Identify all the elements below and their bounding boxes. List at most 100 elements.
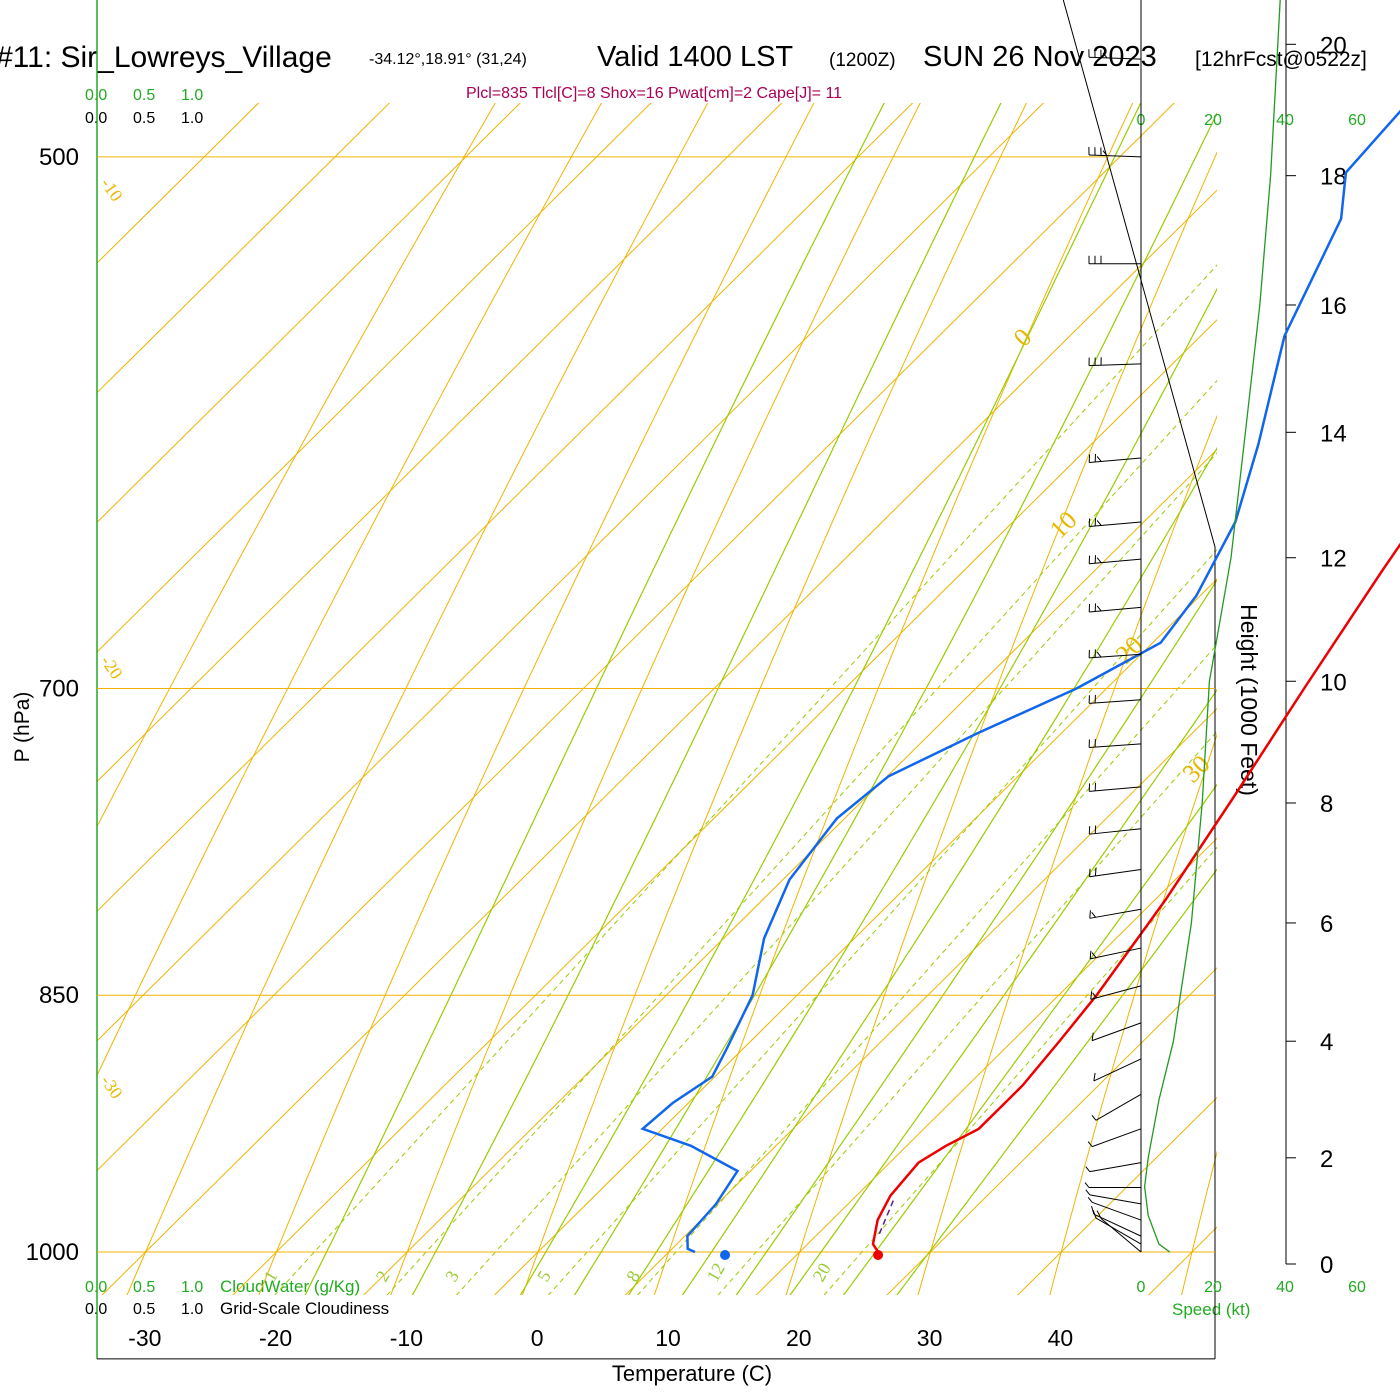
wind-barb-half-flag xyxy=(1085,1189,1091,1196)
zulu-time: (1200Z) xyxy=(829,50,896,71)
height-tick-label: 0 xyxy=(1320,1252,1333,1279)
wind-barb-half-flag xyxy=(1085,1166,1091,1172)
wind-barb-half-flag xyxy=(1102,52,1108,59)
wind-barb-staff xyxy=(1089,521,1142,528)
height-tick-label: 10 xyxy=(1320,669,1347,696)
axis-ticks: 2503004005007008501000-30-20-10010203040… xyxy=(26,0,1366,1351)
wind-barb-staff xyxy=(1089,457,1142,464)
wind-barb-staff xyxy=(1090,985,1142,1000)
wind-barb-flag xyxy=(1091,1032,1094,1041)
dry-adiabat-line xyxy=(390,103,921,1295)
wind-barb xyxy=(1091,1022,1142,1042)
wind-barb xyxy=(1088,782,1142,792)
wind-barb-half-flag xyxy=(1087,1196,1093,1203)
dry-adiabat-line xyxy=(1049,733,1217,1295)
wind-barb-half-flag xyxy=(1084,1182,1090,1188)
wind-barb xyxy=(1089,867,1142,878)
dry-adiabat-label: -10 xyxy=(97,174,127,205)
wind-barb xyxy=(1088,694,1142,704)
wind-barb-flag xyxy=(1089,910,1091,919)
dry-adiabat-line xyxy=(97,103,496,828)
wind-barb xyxy=(1084,1182,1141,1189)
wind-barb-staff xyxy=(1095,1093,1142,1121)
cloudiness-scale-bottom-1: 0.5 xyxy=(133,1301,155,1318)
surface-dewpoint-marker xyxy=(720,1250,731,1260)
temperature-tick-label: 10 xyxy=(655,1325,681,1351)
dewpoint-line xyxy=(640,109,1400,1254)
mixing-ratio-line xyxy=(386,379,1217,1295)
wind-barb xyxy=(1088,517,1142,528)
frame-right-edge xyxy=(1062,0,1216,1359)
moist-adiabat-line xyxy=(411,103,1002,1295)
wind-barb-staff xyxy=(1089,558,1142,565)
wind-barb-flag xyxy=(1090,991,1093,1000)
cloudiness-label: Grid-Scale Cloudiness xyxy=(220,1299,389,1318)
isotherm-line xyxy=(97,103,391,394)
moist-adiabat-line xyxy=(304,103,885,1295)
mixing-ratio-label: 12 xyxy=(703,1259,729,1285)
height-tick-label: 20 xyxy=(1320,32,1347,59)
isotherm-line xyxy=(97,103,1045,1042)
speed-tick-bottom: 20 xyxy=(1204,1279,1222,1296)
wind-barb xyxy=(1088,825,1142,835)
isotherm-line xyxy=(493,578,1217,1295)
temperature-tick-label: -30 xyxy=(128,1325,161,1351)
wind-barb-staff xyxy=(1091,1022,1142,1042)
mixing-ratio-line xyxy=(274,264,1217,1295)
wind-barb-flag xyxy=(1089,868,1091,877)
wind-barb-staff xyxy=(1089,1162,1142,1173)
wind-barb-half-flag xyxy=(1102,150,1108,156)
isotherm-line xyxy=(101,189,1217,1295)
moist-adiabat-line xyxy=(681,446,1217,1295)
wind-barb-staff xyxy=(1089,1194,1142,1205)
wind-barb-staff xyxy=(1095,1217,1142,1245)
moist-adiabat-line xyxy=(789,688,1217,1295)
wind-barb xyxy=(1088,255,1141,265)
valid-time: Valid 1400 LST xyxy=(597,41,793,73)
wind-barb-flag xyxy=(1093,1072,1096,1082)
wind-barb-staff xyxy=(1089,908,1142,919)
isotherm-line xyxy=(97,103,783,783)
dry-adiabat-line xyxy=(521,103,1028,1295)
wind-barb-half-flag xyxy=(1096,605,1102,612)
cloudwater-scale-top-0: 0.0 xyxy=(85,87,107,104)
mixing-ratio-line xyxy=(455,452,1217,1295)
temperature-tick-label: 0 xyxy=(531,1325,544,1351)
wind-barb-staff xyxy=(1089,154,1142,158)
wind-barb-half-flag xyxy=(1091,911,1097,918)
thermo-grid xyxy=(97,0,1400,1359)
cloudiness-scale-top-0: 0.0 xyxy=(85,110,107,127)
mixing-ratio-label: 8 xyxy=(622,1267,644,1285)
wind-barb-staff xyxy=(1089,869,1142,878)
dry-adiabat-line xyxy=(1300,0,1400,1359)
speed-tick-bottom: 40 xyxy=(1276,1279,1294,1296)
cloudiness-scale-bottom-0: 0.0 xyxy=(85,1301,107,1318)
cloudwater-scale-top-1: 0.5 xyxy=(133,87,155,104)
dry-adiabat-line xyxy=(917,414,1217,1295)
wind-barb-half-flag xyxy=(1096,520,1102,526)
wind-barb-half-flag xyxy=(1091,952,1097,958)
wind-barb-half-flag xyxy=(1091,1114,1097,1121)
speed-axis-label: Speed (kt) xyxy=(1172,1300,1250,1319)
wind-barb-half-flag xyxy=(1096,456,1102,462)
height-tick-label: 4 xyxy=(1320,1029,1333,1056)
wind-barb-staff xyxy=(1090,947,1142,960)
wind-barb xyxy=(1088,49,1142,60)
wind-barb-staff xyxy=(1093,1213,1142,1237)
cloudiness-scale-top-2: 1.0 xyxy=(181,110,203,127)
moist-adiabat-line xyxy=(627,287,1217,1295)
dry-adiabat-line xyxy=(1181,1150,1217,1295)
wind-barb xyxy=(1093,1058,1142,1082)
isotherm-label: 10 xyxy=(1044,505,1083,544)
pressure-tick-label: 500 xyxy=(39,144,79,171)
wind-barb-flag xyxy=(1094,867,1097,876)
dry-adiabat-line xyxy=(653,103,1134,1295)
dry-adiabat-line xyxy=(97,103,603,1077)
wind-barb xyxy=(1088,453,1142,464)
wind-barb xyxy=(1090,985,1142,1000)
height-tick-label: 18 xyxy=(1320,164,1347,191)
moist-adiabat-line xyxy=(573,112,1217,1295)
pressure-tick-label: 1000 xyxy=(26,1239,79,1266)
moist-adiabat-line xyxy=(842,783,1217,1295)
